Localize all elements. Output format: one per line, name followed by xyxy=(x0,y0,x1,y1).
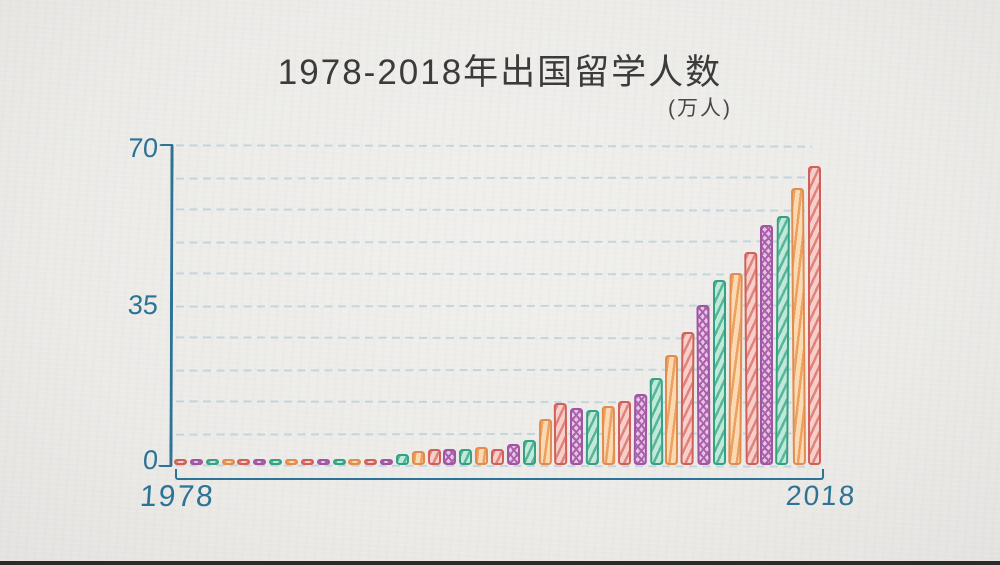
bar-2012 xyxy=(712,279,726,465)
bar-1979 xyxy=(189,459,203,465)
x-axis-label-1978: 1978 xyxy=(138,480,216,513)
bar-1992 xyxy=(395,453,409,466)
bar-1995 xyxy=(443,448,457,466)
bar-1991 xyxy=(380,459,394,465)
bar-2013 xyxy=(728,272,743,466)
bar-2003 xyxy=(570,407,584,465)
bar-1993 xyxy=(411,451,425,466)
bar-1999 xyxy=(506,444,520,466)
bar-1987 xyxy=(316,458,330,466)
bar-1996 xyxy=(459,448,473,466)
bar-2018 xyxy=(808,165,821,465)
bar-1986 xyxy=(300,458,314,466)
screenshot-bottom-edge xyxy=(0,561,1000,565)
bar-1978 xyxy=(173,458,188,466)
bar-1982 xyxy=(237,459,251,465)
bar-1980 xyxy=(205,458,219,466)
bar-1985 xyxy=(284,459,298,465)
x-axis-label-2018: 2018 xyxy=(784,480,858,511)
bar-2015 xyxy=(760,225,774,465)
gridline-70 xyxy=(175,144,813,148)
bar-2011 xyxy=(696,304,711,466)
x-axis-line xyxy=(175,469,824,480)
bar-2016 xyxy=(775,215,791,466)
bar-1998 xyxy=(490,448,505,466)
chart-title: 1978-2018年出国留学人数 xyxy=(277,53,723,92)
gridline-49 xyxy=(175,240,813,244)
bar-2005 xyxy=(601,405,616,466)
bar-2000 xyxy=(522,439,536,465)
bar-1984 xyxy=(269,458,283,466)
bar-1988 xyxy=(332,459,346,465)
gridline-56 xyxy=(175,208,813,212)
bar-1997 xyxy=(475,446,489,465)
bar-2017 xyxy=(791,188,807,466)
bar-2006 xyxy=(617,401,631,465)
bar-2008 xyxy=(649,378,663,466)
bar-2010 xyxy=(680,332,695,466)
bar-1994 xyxy=(427,449,441,465)
bar-2001 xyxy=(538,419,552,466)
bar-2004 xyxy=(585,410,600,466)
bar-1981 xyxy=(221,458,235,466)
bar-1990 xyxy=(364,458,378,466)
bar-1989 xyxy=(348,458,362,466)
bar-2007 xyxy=(633,394,647,466)
gridline-63 xyxy=(175,176,813,180)
gridline-42 xyxy=(175,272,813,276)
y-axis-tick-35: 35 xyxy=(126,290,160,320)
chart-unit-label: (万人) xyxy=(668,97,732,120)
y-axis-line xyxy=(158,143,174,468)
bar-2002 xyxy=(554,403,568,466)
bar-2009 xyxy=(665,355,679,465)
y-axis-tick-0: 0 xyxy=(141,445,160,475)
y-axis-tick-70: 70 xyxy=(126,133,160,163)
bar-1983 xyxy=(253,458,267,466)
bar-2014 xyxy=(743,252,759,466)
